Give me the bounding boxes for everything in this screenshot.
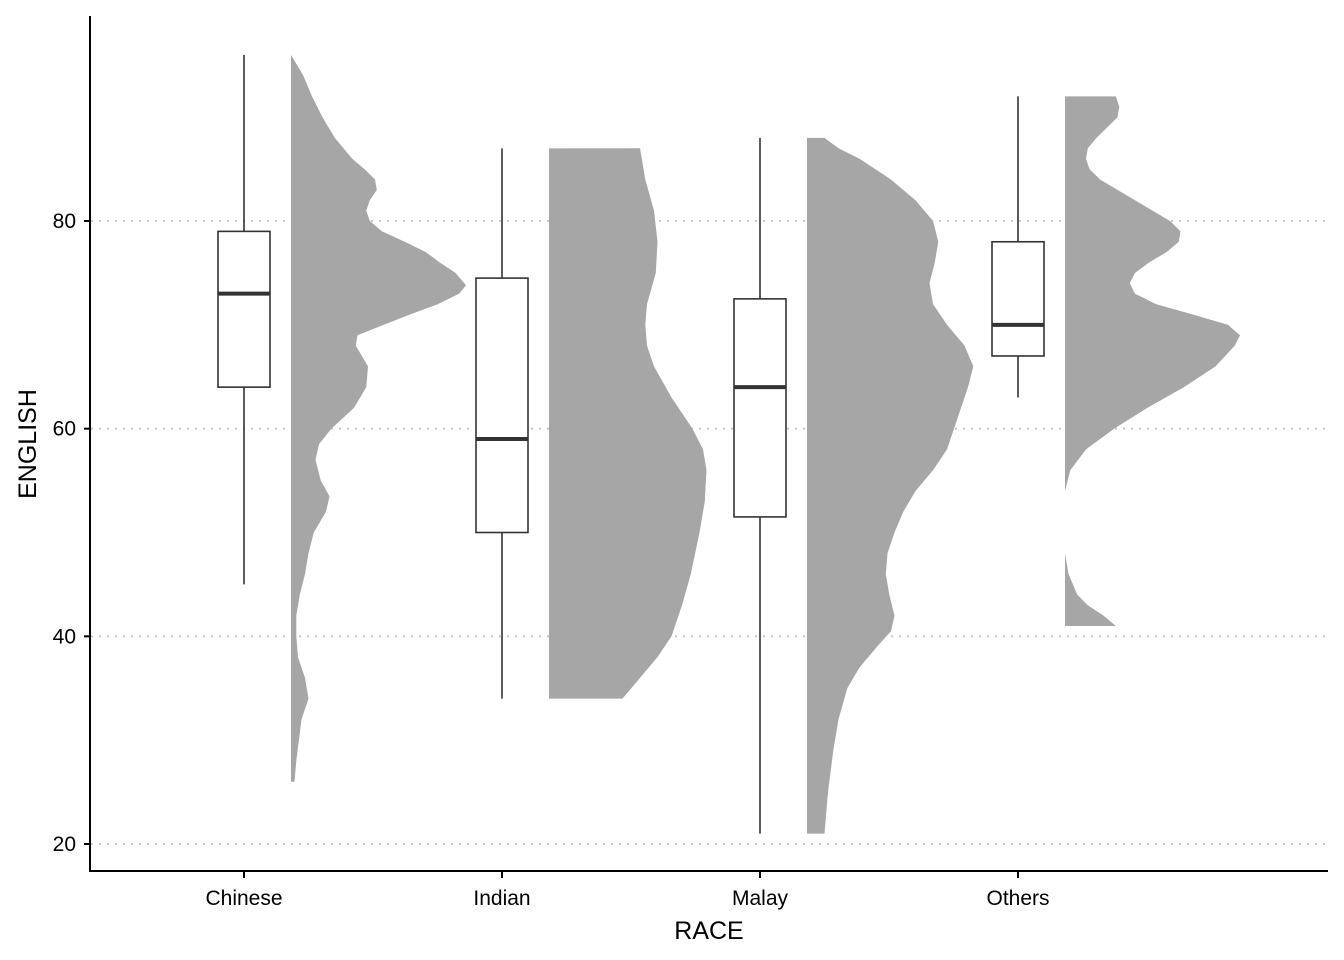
y-tick-label-40: 40 <box>53 625 76 648</box>
y-tick-label-80: 80 <box>53 210 76 233</box>
density-others <box>1065 96 1240 626</box>
box-others <box>991 240 1045 357</box>
density-clouds <box>291 54 1240 834</box>
x-axis-title: RACE <box>674 917 743 945</box>
density-chinese <box>291 54 466 782</box>
x-tick-label-others: Others <box>986 887 1049 910</box>
x-tick-label-indian: Indian <box>473 887 530 910</box>
box-indian <box>475 277 529 534</box>
x-tick-label-malay: Malay <box>732 887 789 910</box>
y-tick-label-60: 60 <box>53 418 76 441</box>
box-plots <box>217 54 1045 834</box>
box-malay <box>733 298 787 518</box>
density-indian <box>549 148 707 699</box>
box-chinese <box>217 230 271 388</box>
axis-ticks: 20 40 60 80 Chinese Indian Malay Others <box>53 210 1050 910</box>
density-malay <box>807 137 974 834</box>
y-tick-label-20: 20 <box>53 833 76 856</box>
y-axis-title: ENGLISH <box>14 389 42 499</box>
axes <box>89 16 1328 872</box>
x-tick-label-chinese: Chinese <box>205 887 282 910</box>
